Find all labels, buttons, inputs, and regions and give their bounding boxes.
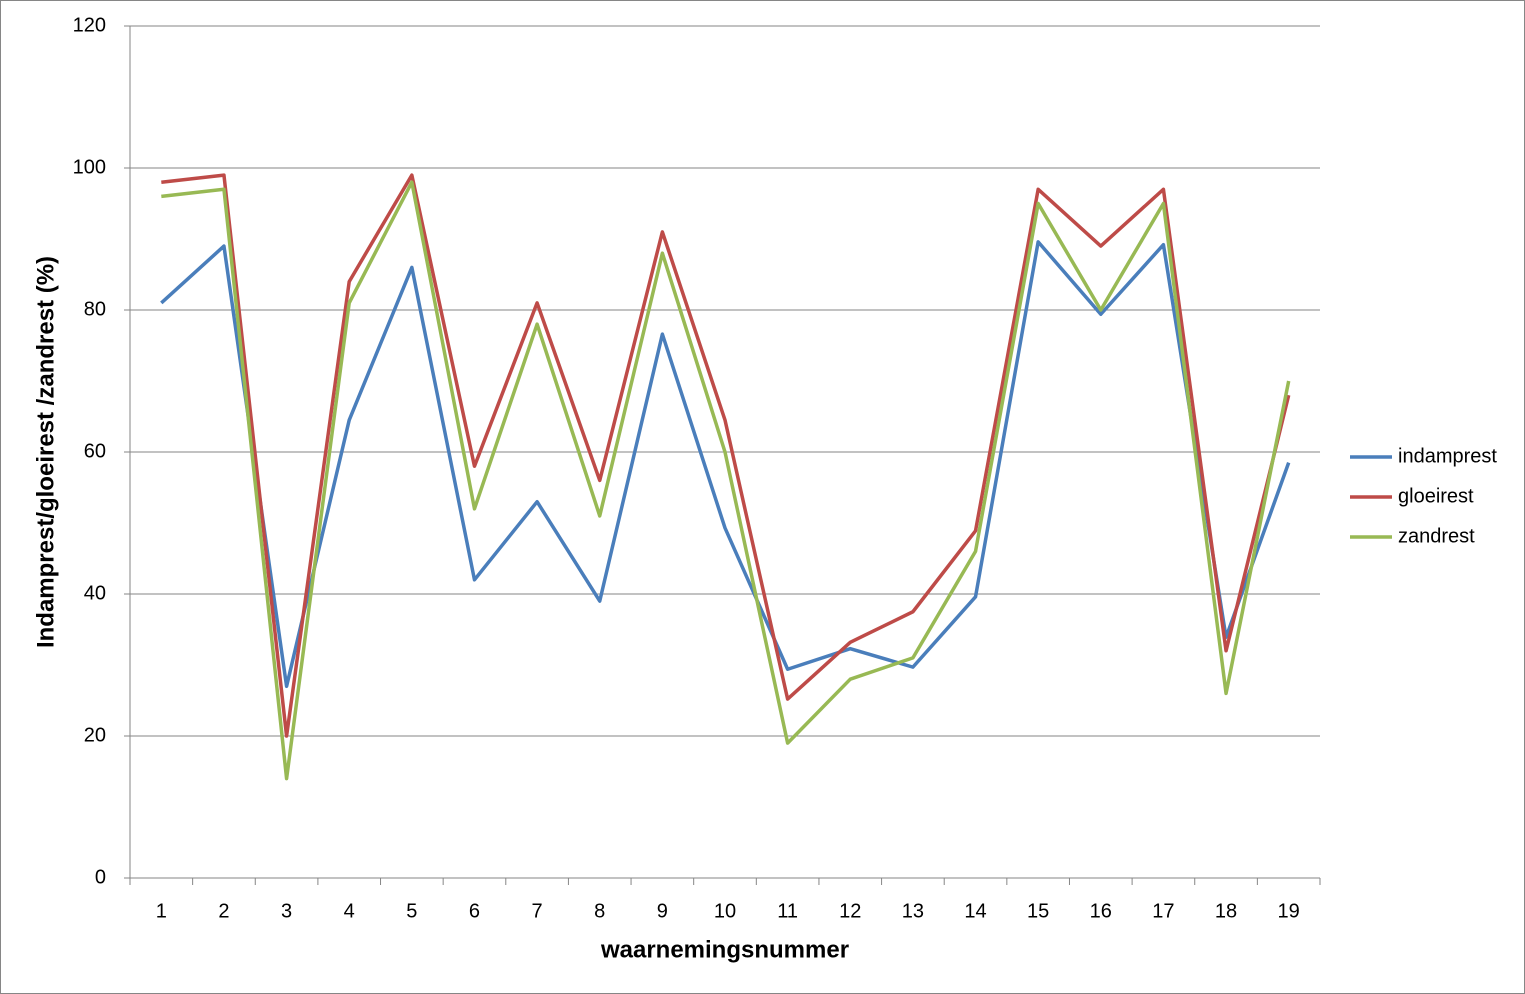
legend-label: zandrest [1398, 525, 1475, 547]
x-tick-label: 12 [839, 900, 861, 922]
x-tick-label: 14 [964, 900, 986, 922]
x-tick-label: 2 [218, 900, 229, 922]
y-tick-label: 100 [73, 156, 106, 178]
series-line [161, 180, 1291, 781]
series-line [160, 240, 1291, 689]
x-tick-label: 4 [344, 900, 355, 922]
x-tick-label: 5 [406, 900, 417, 922]
x-axis-title: waarnemingsnummer [600, 936, 849, 963]
x-tick-label: 7 [532, 900, 543, 922]
x-tick-label: 13 [902, 900, 924, 922]
y-tick-label: 40 [84, 582, 106, 604]
x-tick-label: 18 [1215, 900, 1237, 922]
x-tick-label: 19 [1278, 900, 1300, 922]
x-tick-label: 16 [1090, 900, 1112, 922]
x-tick-label: 17 [1152, 900, 1174, 922]
y-tick-label: 80 [84, 298, 106, 320]
y-axis-title: Indamprest/gloeirest /zandrest (%) [32, 256, 59, 648]
series-line [161, 173, 1291, 738]
y-tick-label: 120 [73, 14, 106, 36]
y-tick-label: 20 [84, 724, 106, 746]
legend-label: gloeirest [1398, 485, 1474, 507]
y-tick-label: 0 [95, 866, 106, 888]
x-tick-label: 10 [714, 900, 736, 922]
x-tick-label: 1 [156, 900, 167, 922]
x-tick-label: 15 [1027, 900, 1049, 922]
y-tick-label: 60 [84, 440, 106, 462]
x-tick-label: 11 [777, 900, 798, 922]
x-tick-label: 8 [594, 900, 605, 922]
x-tick-label: 6 [469, 900, 480, 922]
x-tick-label: 3 [281, 900, 292, 922]
x-tick-label: 9 [657, 900, 668, 922]
legend-label: indamprest [1398, 445, 1497, 467]
